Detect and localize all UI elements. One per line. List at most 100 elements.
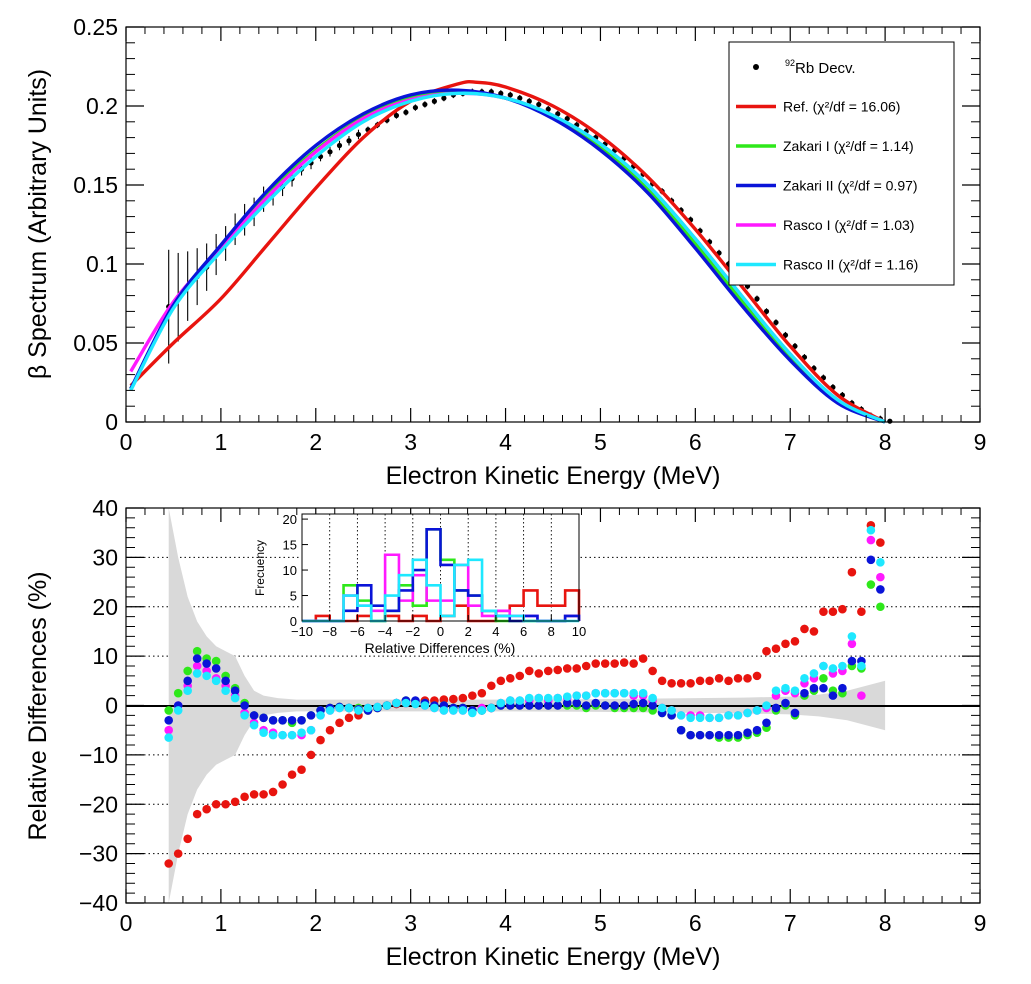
- residual-point-ref: [249, 790, 259, 799]
- residual-point-rasco2: [202, 671, 211, 681]
- residuals-plot-area: [164, 520, 885, 868]
- residual-point-rasco2: [259, 728, 268, 737]
- residual-point-ref: [524, 666, 534, 676]
- residual-point-ref: [534, 669, 544, 678]
- legend-label-rasco2: Rasco II (χ²/df = 1.16): [783, 257, 918, 273]
- residual-point-rasco2: [857, 661, 866, 671]
- data-point: [763, 308, 770, 314]
- legend-box: [728, 41, 955, 286]
- residual-point-ref: [316, 735, 325, 745]
- inset-x-tick-label: 10: [572, 624, 586, 639]
- residual-point-zakari2: [534, 701, 544, 710]
- residual-point-ref: [173, 849, 183, 858]
- data-point: [887, 418, 893, 424]
- residual-point-ref: [202, 804, 211, 814]
- spectrum-curve-rasco2: [129, 91, 886, 424]
- residual-point-rasco2: [211, 676, 221, 686]
- inset-x-tick-label: −6: [350, 624, 365, 639]
- residual-point-rasco1: [192, 661, 202, 671]
- residual-point-rasco2: [648, 693, 657, 703]
- residual-point-zakari2: [221, 676, 230, 686]
- residual-point-ref: [477, 688, 487, 698]
- legend-text: Rb Decv.: [795, 60, 856, 77]
- residual-point-ref: [648, 666, 657, 676]
- inset-x-tick-label: 8: [548, 624, 555, 639]
- legend-label-zakari2: Zakari II (χ²/df = 0.97): [783, 178, 918, 194]
- residual-point-zakari2: [287, 716, 297, 725]
- residual-point-ref: [581, 661, 591, 671]
- inset-x-tick-label: 4: [492, 624, 499, 639]
- spectrum-x-ticks: 0 1 2 3 4 5 6 7 8 9: [120, 27, 986, 455]
- residual-point-ref: [543, 666, 553, 676]
- spectrum-frame: [125, 26, 981, 423]
- data-point: [555, 111, 561, 117]
- inset-y-tick-label: 0: [290, 614, 297, 629]
- residual-point-zakari2: [809, 683, 819, 693]
- legend-label-ref: Ref. (χ²/df = 16.06): [783, 99, 900, 115]
- residual-point-rasco2: [714, 713, 724, 723]
- residual-point-zakari2: [752, 725, 762, 735]
- residuals-y-tick-label: 10: [92, 643, 118, 669]
- data-point: [403, 109, 409, 115]
- residual-point-ref: [192, 809, 202, 819]
- spectrum-curve-ref: [129, 80, 886, 424]
- residual-point-zakari1: [211, 656, 221, 666]
- inset-x-tick-label: 2: [465, 624, 472, 639]
- inset-x-tick-label: −8: [322, 624, 337, 639]
- residual-point-ref: [506, 674, 515, 683]
- inset-x-tick-label: 0: [437, 624, 444, 639]
- data-point: [412, 104, 419, 111]
- data-point: [355, 131, 362, 138]
- residual-point-ref: [695, 676, 705, 686]
- inset-histogram-rasco2: [302, 558, 579, 623]
- residual-point-rasco2: [354, 706, 363, 715]
- residuals-x-tick-label: 2: [309, 910, 322, 936]
- residual-point-ref: [515, 671, 525, 681]
- legend-label-data: 92Rb Decv.: [785, 58, 856, 77]
- residual-point-ref: [638, 654, 648, 663]
- residual-point-zakari2: [164, 716, 173, 725]
- inset-y-tick-label: 20: [283, 512, 297, 527]
- residual-point-rasco2: [543, 693, 553, 703]
- spectrum-y-tick-label: 0: [105, 409, 118, 435]
- residual-point-zakari2: [819, 683, 828, 693]
- spectrum-y-tick-label: 0.25: [73, 14, 118, 40]
- residual-point-zakari2: [591, 698, 600, 708]
- residual-point-zakari2: [268, 716, 278, 725]
- residual-point-rasco2: [382, 701, 392, 710]
- data-point: [536, 101, 542, 108]
- residual-point-ref: [183, 834, 192, 844]
- residual-point-zakari1: [164, 706, 173, 715]
- data-point: [431, 98, 437, 104]
- residual-point-rasco2: [344, 703, 354, 713]
- residual-point-ref: [487, 681, 496, 691]
- inset-y-axis-label: Frecuency: [253, 540, 267, 596]
- residual-point-ref: [297, 765, 306, 774]
- residual-point-rasco2: [676, 711, 686, 720]
- residual-point-rasco2: [458, 706, 468, 715]
- residual-point-rasco2: [866, 525, 876, 535]
- residuals-x-tick-label: 7: [784, 910, 797, 936]
- residuals-x-tick-label: 4: [499, 910, 512, 936]
- residual-point-rasco2: [439, 706, 449, 715]
- residual-point-zakari1: [173, 688, 183, 698]
- residual-point-zakari2: [572, 698, 582, 708]
- residual-point-zakari2: [838, 683, 847, 693]
- residual-point-rasco2: [164, 733, 173, 742]
- residuals-y-tick-label: −30: [79, 841, 118, 867]
- residual-point-ref: [325, 725, 335, 735]
- residual-point-zakari2: [705, 730, 714, 740]
- residual-point-ref: [562, 664, 572, 673]
- residual-point-rasco2: [496, 698, 506, 708]
- data-point: [441, 95, 447, 101]
- residual-point-rasco2: [838, 661, 847, 671]
- residual-point-rasco2: [411, 699, 420, 709]
- residual-point-rasco2: [781, 683, 790, 693]
- residual-point-rasco2: [240, 711, 249, 720]
- residual-point-zakari2: [638, 698, 648, 708]
- residual-point-zakari2: [695, 730, 705, 740]
- residual-point-ref: [344, 713, 354, 723]
- residual-point-ref: [762, 646, 771, 656]
- residual-point-ref: [259, 790, 268, 799]
